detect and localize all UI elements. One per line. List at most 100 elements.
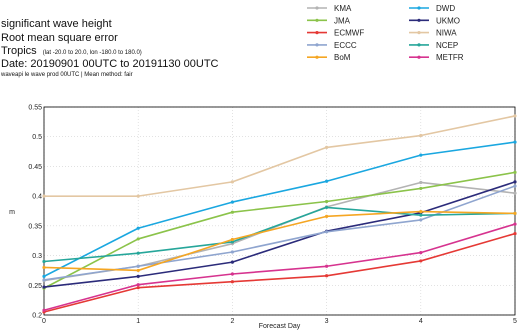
y-tick-label: 0.35 [28, 223, 42, 230]
legend-label: ECCC [334, 41, 357, 50]
data-point-niwa [325, 145, 329, 150]
data-point-jma [513, 170, 517, 174]
data-point-ncep [419, 213, 423, 217]
method-note: waveapi le wave prod 00UTC | Mean method… [0, 72, 133, 78]
legend-item-eccc: ECCC [307, 41, 357, 50]
series-group [42, 114, 517, 314]
series-line-ukmo [43, 181, 516, 288]
data-point-ncep [325, 205, 329, 210]
data-point-eccc [136, 264, 140, 268]
legend-label: BoM [334, 53, 351, 62]
data-point-kma [419, 180, 423, 185]
x-tick-label: 2 [230, 318, 234, 325]
plot-area: 0 1 2 3 4 5 0.2 0.25 0.3 0.35 0.4 0.45 0.5 0.55 [28, 105, 517, 326]
legend-swatch-marker [315, 6, 319, 10]
data-point-ecmwf [136, 286, 140, 290]
data-point-metfr [513, 222, 517, 226]
chart-subtitle: Root mean square error [1, 32, 118, 44]
y-axis-label: m [9, 209, 15, 216]
date-range: Date: 20190901 00UTC to 20191130 00UTC [1, 58, 219, 70]
series-line-dwd [43, 141, 516, 278]
legend-swatch-marker [417, 43, 421, 47]
y-tick-label: 0.5 [32, 134, 42, 141]
data-point-metfr [42, 308, 46, 312]
legend-label: METFR [436, 53, 464, 62]
series-line-metfr [43, 223, 516, 312]
legend-swatch-marker [315, 43, 319, 47]
data-point-niwa [419, 133, 423, 138]
series-ecmwf [42, 231, 517, 314]
x-tick-label: 0 [42, 318, 46, 325]
data-point-eccc [513, 184, 517, 188]
legend-item-ukmo: UKMO [409, 16, 460, 25]
data-point-bom [136, 268, 140, 273]
data-point-bom [230, 237, 234, 242]
chart-title: significant wave height [1, 18, 112, 30]
x-tick-label: 3 [325, 318, 329, 325]
data-point-ukmo [42, 285, 46, 289]
series-bom [42, 209, 517, 273]
data-point-eccc [42, 278, 46, 282]
legend-label: JMA [334, 16, 351, 25]
data-point-niwa [42, 194, 46, 198]
legend-swatch-marker [417, 55, 421, 59]
region-name: Tropics [1, 45, 37, 57]
series-line-ecmwf [43, 232, 516, 313]
x-tick-labels: 0 1 2 3 4 5 [42, 318, 517, 325]
data-point-ecmwf [419, 259, 423, 263]
legend-item-ecmwf: ECMWF [307, 29, 364, 38]
series-line-ncep [43, 206, 516, 263]
legend-swatch-marker [417, 6, 421, 10]
legend-item-ncep: NCEP [409, 41, 458, 50]
y-tick-label: 0.3 [32, 253, 42, 260]
data-point-eccc [325, 230, 329, 234]
data-point-eccc [230, 250, 234, 254]
y-tick-labels: 0.2 0.25 0.3 0.35 0.4 0.45 0.5 0.55 [28, 105, 42, 320]
chart-header: significant wave height Root mean square… [0, 18, 219, 78]
y-tick-label: 0.55 [28, 105, 42, 112]
data-point-bom [419, 209, 423, 214]
series-line-niwa [44, 115, 516, 197]
data-point-jma [136, 237, 140, 241]
legend-swatch-marker [315, 55, 319, 59]
data-point-ecmwf [230, 280, 234, 284]
data-point-dwd [325, 179, 329, 183]
data-point-dwd [230, 200, 234, 204]
data-point-jma [419, 186, 423, 191]
legend-swatch-marker [315, 30, 319, 35]
legend-item-bom: BoM [307, 53, 351, 62]
legend-label: DWD [436, 4, 455, 13]
data-point-dwd [419, 153, 423, 157]
legend-label: KMA [334, 4, 352, 13]
y-tick-label: 0.45 [28, 164, 42, 171]
data-point-dwd [136, 226, 140, 230]
legend-item-metfr: METFR [409, 53, 464, 62]
data-point-bom [42, 265, 46, 270]
series-line-jma [43, 171, 516, 289]
data-point-ecmwf [325, 274, 329, 278]
region-bounds: (lat -20.0 to 20.0, lon -180.0 to 180.0) [43, 50, 142, 56]
data-point-bom [513, 211, 517, 215]
series-niwa [42, 114, 517, 198]
data-point-metfr [230, 272, 234, 276]
data-point-niwa [136, 194, 140, 198]
data-point-ncep [136, 251, 140, 255]
data-point-niwa [230, 180, 234, 184]
data-point-ncep [230, 240, 234, 244]
data-point-metfr [419, 251, 423, 255]
data-point-eccc [419, 218, 423, 222]
data-point-jma [230, 210, 234, 214]
x-tick-label: 1 [136, 318, 140, 325]
x-tick-label: 5 [513, 318, 517, 325]
x-tick-label: 4 [419, 318, 423, 325]
data-point-jma [325, 199, 329, 204]
legend: KMA DWD JMA UKMO ECMWF NIWA ECCC NCEP BoM METFR [307, 4, 464, 62]
data-point-dwd [513, 140, 517, 144]
y-tick-label: 0.25 [28, 283, 42, 290]
legend-label: ECMWF [334, 29, 364, 38]
data-point-ukmo [513, 180, 517, 184]
data-point-metfr [136, 283, 140, 287]
series-line-bom [43, 210, 516, 272]
series-dwd [42, 140, 517, 278]
